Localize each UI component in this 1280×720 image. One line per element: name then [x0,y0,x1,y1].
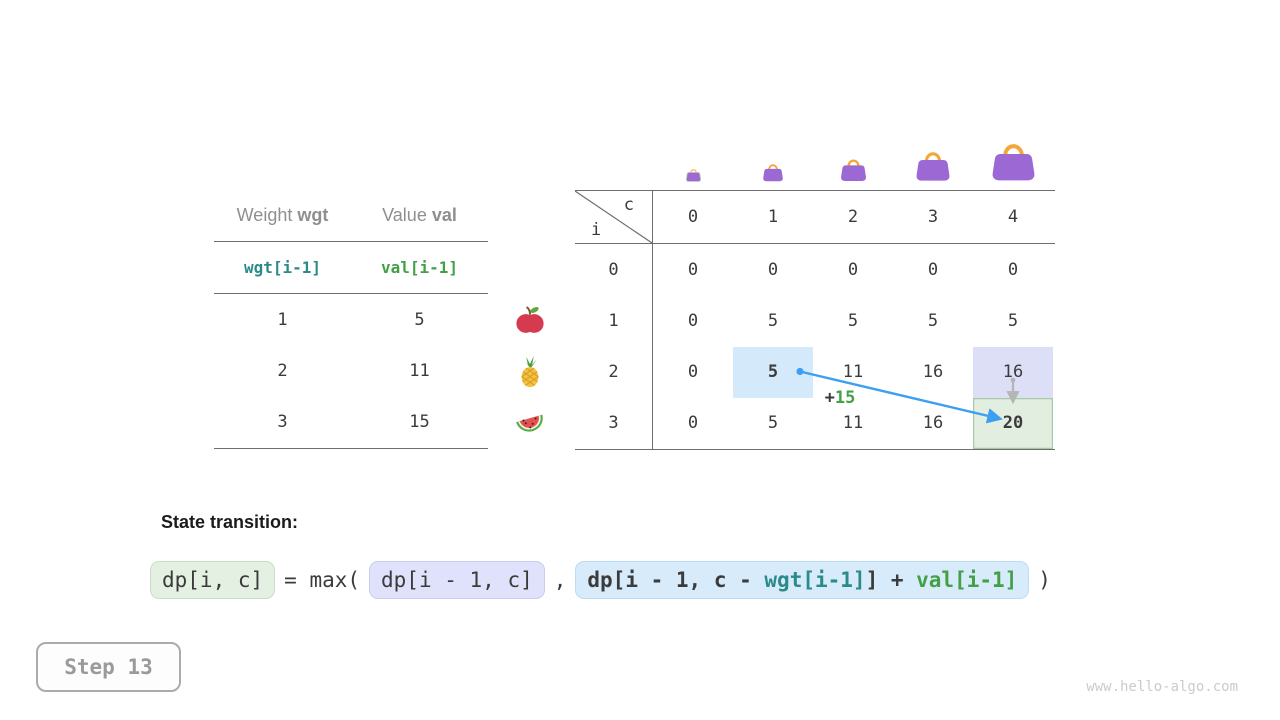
bag-slot [733,116,813,182]
corner-col-var: c [623,195,634,215]
items-index-row: wgt[i-1] val[i-1] [214,242,488,294]
item-value: 5 [414,309,425,330]
dp-row: 1 0 5 5 5 5 [575,295,1055,347]
dp-col-header: 4 [1007,207,1019,227]
watermark: www.hello-algo.com [1086,679,1238,695]
arg2-prefix: dp[i - 1, c - [587,568,765,592]
dp-column-headers: 0 1 2 3 4 [653,191,1053,243]
value-column-header: Value val [351,205,488,226]
dp-row-header: 0 [575,244,653,296]
empty-bag-icon [685,166,702,182]
item-weight: 1 [277,309,288,330]
bag-slot [973,116,1053,182]
added-value: 15 [834,388,856,408]
dp-cell-0-0: 0 [687,259,699,280]
dp-cell-2-3: 16 [922,362,944,383]
dp-cell-3-1: 5 [767,413,779,434]
arg2-mid: ] + [865,568,917,592]
capacity-bags-row [575,116,1055,182]
dp-row-header: 3 [575,397,653,449]
formula-close-paren: ) [1038,568,1051,592]
items-rows: 1 5 2 11 3 15 [214,294,488,449]
bag-capacity-1-icon [761,160,785,182]
dp-row: 0 0 0 0 0 0 [575,244,1055,296]
dp-cell-0-4: 0 [1007,259,1019,280]
formula-lhs-pill: dp[i, c] [150,561,276,599]
added-value-annotation: +15 [808,388,872,408]
apple-icon [514,303,546,335]
dp-cell-1-2: 5 [847,310,859,331]
plus-sign: + [824,388,835,408]
value-var-label: val [431,205,457,225]
value-label: Value [382,205,427,225]
weight-label: Weight [236,205,293,225]
dp-cell-3-0: 0 [687,413,699,434]
weight-column-header: Weight wgt [214,205,351,226]
bag-capacity-4-icon [988,135,1039,182]
state-transition-formula: dp[i, c] = max( dp[i - 1, c] , dp[i - 1,… [150,561,1051,599]
step-badge: Step 13 [36,642,181,692]
item-weight: 2 [277,360,288,381]
bag-capacity-2-icon [838,154,869,182]
dp-cell-2-1: 5 [733,346,813,398]
dp-cell-3-4: 20 [973,397,1053,449]
dp-col-header: 1 [767,207,779,227]
arg2-val-term: val[i-1] [916,568,1018,592]
formula-comma: , [553,568,567,592]
item-value: 15 [409,412,430,433]
arg2-wgt-term: wgt[i-1] [764,568,866,592]
dp-row-header: 2 [575,346,653,398]
corner-row-var: i [591,220,602,240]
bag-capacity-3-icon [913,145,953,182]
dp-cell-3-3: 16 [922,413,944,434]
items-table: Weight wgt Value val wgt[i-1] val[i-1] 1… [214,190,488,449]
dp-cell-0-1: 0 [767,259,779,280]
state-transition-heading: State transition: [161,512,299,532]
dp-table-header: c i 0 1 2 3 4 [575,191,1055,244]
dp-col-header: 3 [927,207,939,227]
dp-cell-2-0: 0 [687,362,699,383]
item-weight: 3 [277,412,288,433]
corner-diagonal-line [575,191,652,243]
items-table-header: Weight wgt Value val [214,190,488,242]
formula-arg2-pill: dp[i - 1, c - wgt[i-1]] + val[i-1] [575,561,1030,599]
weight-var-label: wgt [297,205,329,225]
dp-cell-1-0: 0 [687,310,699,331]
dp-col-header: 0 [687,207,699,227]
bag-slot [813,116,893,182]
dp-row-header: 1 [575,295,653,347]
dp-table-body: 0 0 0 0 0 0 1 0 5 5 5 5 2 0 5 11 16 16 3 0 5 11 16 20 [575,244,1055,449]
item-value: 11 [409,360,430,381]
dp-cell-1-3: 5 [927,310,939,331]
dp-corner-cell: c i [575,191,653,243]
item-row: 2 11 [214,345,488,396]
dp-cell-0-2: 0 [847,259,859,280]
dp-col-header: 2 [847,207,859,227]
dp-cell-1-4: 5 [1007,310,1019,331]
val-index-expr: val[i-1] [380,258,459,277]
dp-cell-0-3: 0 [927,259,939,280]
dp-cell-1-1: 5 [767,310,779,331]
formula-equals-max: = max( [284,568,361,592]
pineapple-icon [514,356,546,388]
dp-cell-2-4: 16 [973,346,1053,398]
watermelon-icon [514,407,546,439]
bag-slot [893,116,973,182]
item-row: 3 15 [214,397,488,448]
bag-slot [653,116,733,182]
wgt-index-expr: wgt[i-1] [243,258,322,277]
formula-arg1-pill: dp[i - 1, c] [369,561,545,599]
